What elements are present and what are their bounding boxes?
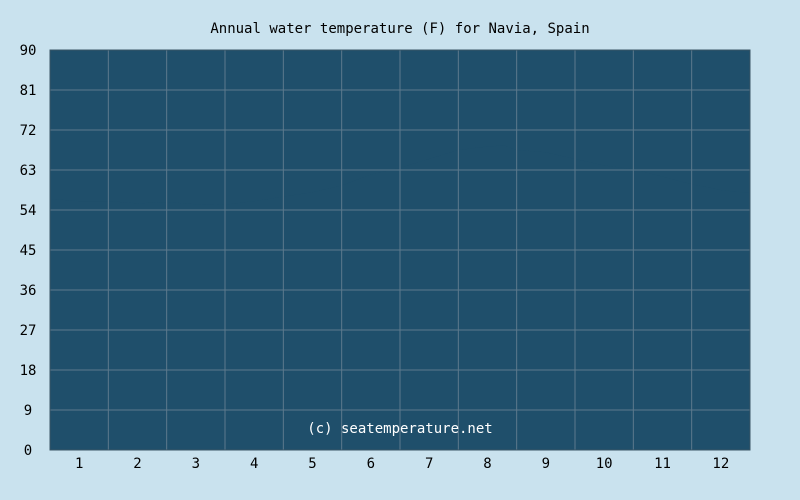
y-tick-label: 18: [20, 363, 37, 379]
y-tick-label: 63: [20, 163, 37, 179]
x-tick-label: 10: [596, 456, 613, 472]
x-tick-label: 2: [133, 456, 141, 472]
x-tick-label: 8: [483, 456, 491, 472]
watermark: (c) seatemperature.net: [307, 421, 492, 437]
y-axis-ticks: 0 9 18 27 36 45 54 63 72 81 90: [20, 43, 37, 459]
chart-title: Annual water temperature (F) for Navia, …: [210, 21, 589, 37]
x-tick-label: 5: [308, 456, 316, 472]
y-tick-label: 81: [20, 83, 37, 99]
y-tick-label: 0: [24, 443, 32, 459]
x-tick-label: 6: [367, 456, 375, 472]
y-tick-label: 27: [20, 323, 37, 339]
y-tick-label: 90: [20, 43, 37, 59]
x-tick-label: 9: [542, 456, 550, 472]
y-tick-label: 72: [20, 123, 37, 139]
x-tick-label: 1: [75, 456, 83, 472]
x-tick-label: 12: [712, 456, 729, 472]
x-axis-ticks: 1 2 3 4 5 6 7 8 9 10 11 12: [75, 456, 729, 472]
y-tick-label: 9: [24, 403, 32, 419]
y-tick-label: 45: [20, 243, 37, 259]
x-tick-label: 4: [250, 456, 258, 472]
grid-lines: [50, 50, 750, 450]
plot-frame: [49, 49, 751, 451]
y-tick-label: 36: [20, 283, 37, 299]
x-tick-label: 3: [192, 456, 200, 472]
x-tick-label: 11: [654, 456, 671, 472]
y-tick-label: 54: [20, 203, 37, 219]
x-tick-label: 7: [425, 456, 433, 472]
